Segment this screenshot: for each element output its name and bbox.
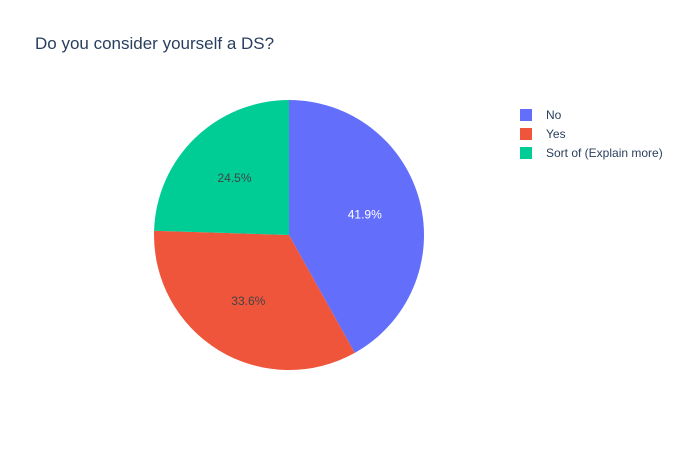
legend-swatch-no [520,108,532,121]
legend-item-yes[interactable]: Yes [520,124,663,143]
legend-item-sort-of[interactable]: Sort of (Explain more) [520,143,663,162]
legend-label-sort-of: Sort of (Explain more) [546,145,663,160]
legend-label-no: No [546,107,562,122]
pie-slice-no[interactable] [289,100,425,353]
legend-item-no[interactable]: No [520,105,663,124]
legend: No Yes Sort of (Explain more) [520,105,663,162]
pie-slice-yes[interactable] [154,230,355,370]
slice-label-sort-of: 24.5% [217,171,251,185]
slice-label-no: 41.9% [348,207,382,221]
chart-title: Do you consider yourself a DS? [35,34,275,53]
legend-swatch-yes [520,127,532,140]
pie-slice-sort-of[interactable] [154,100,289,235]
legend-label-yes: Yes [546,126,566,141]
slice-label-yes: 33.6% [231,294,265,308]
legend-swatch-sort-of [520,146,532,159]
